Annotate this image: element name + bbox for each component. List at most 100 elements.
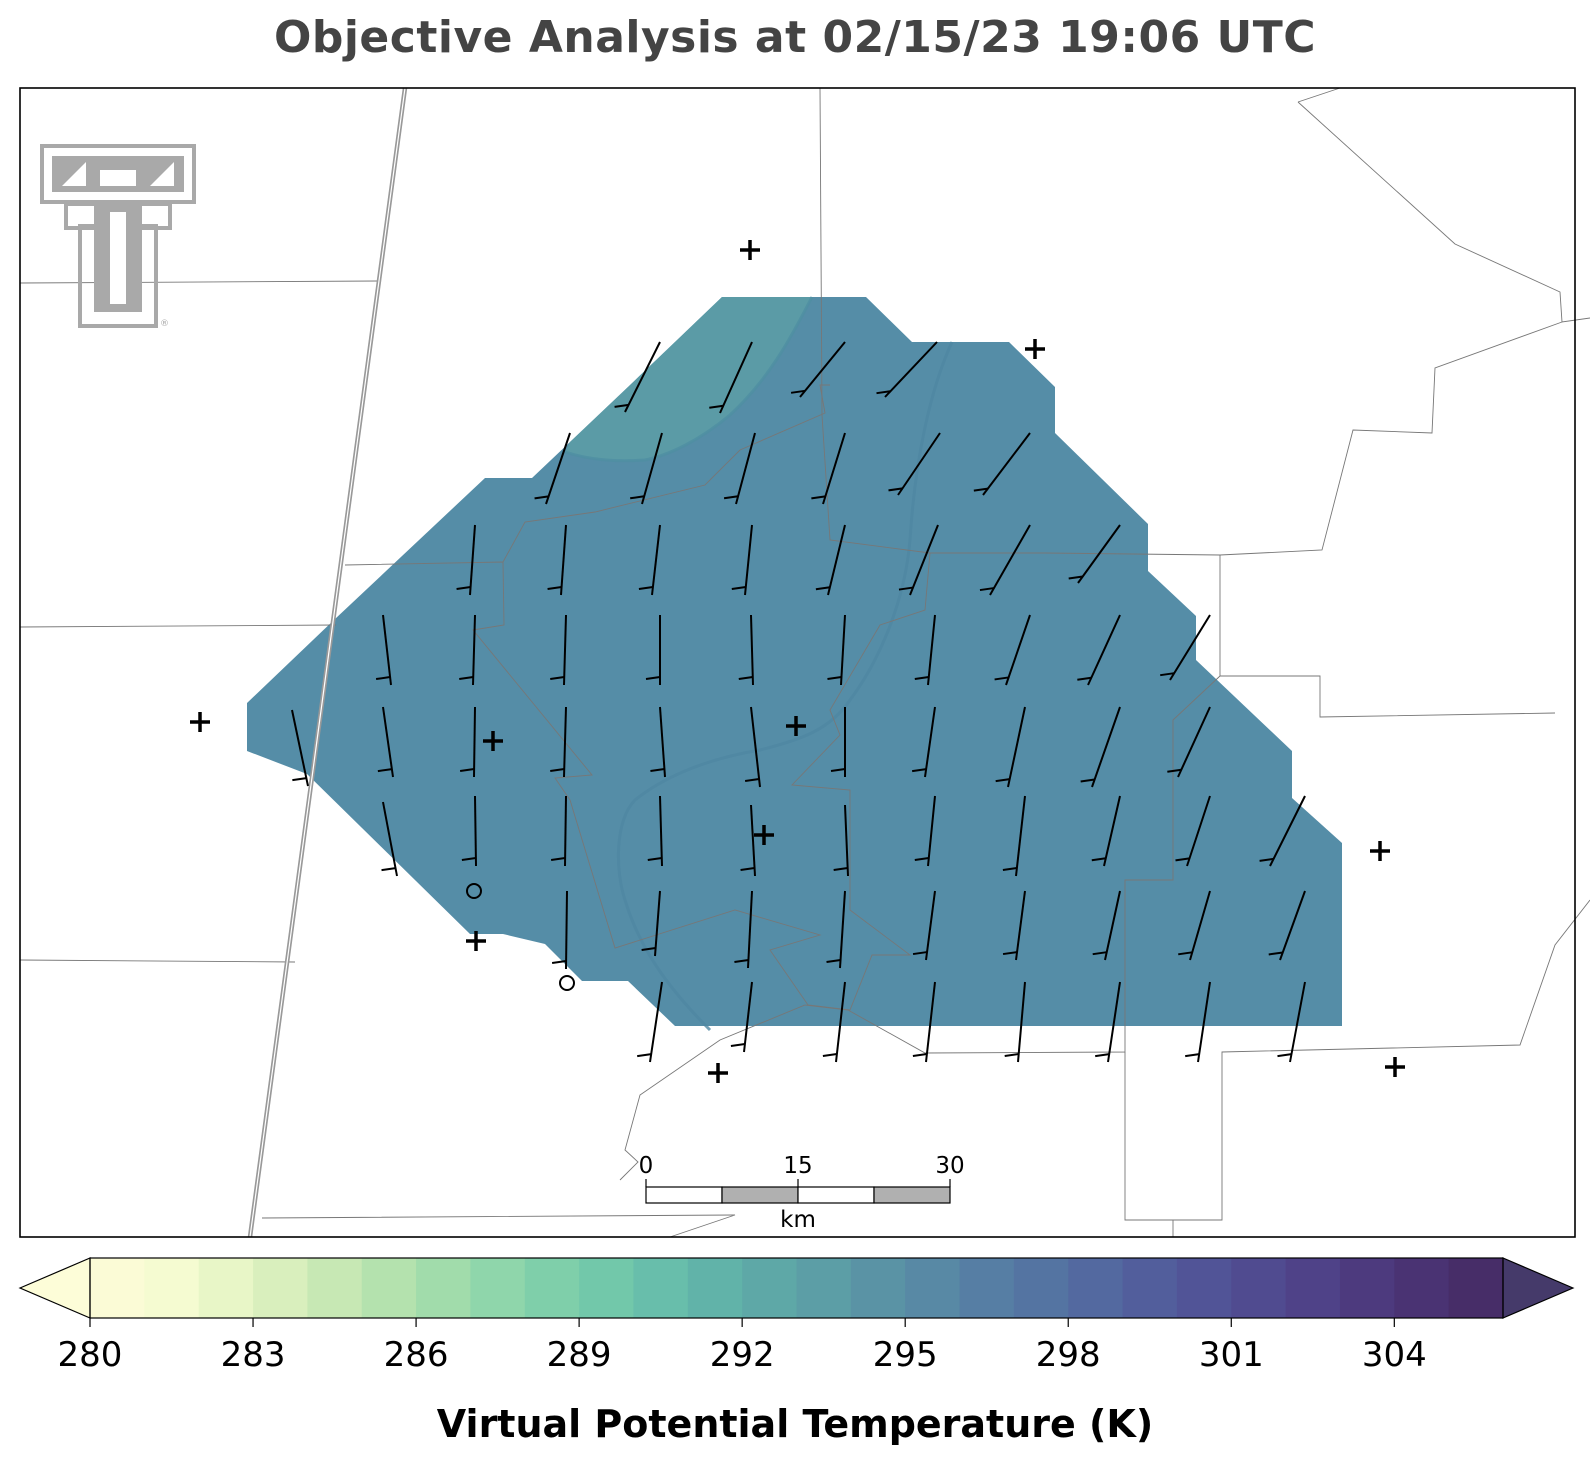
wind-barb [614,341,661,413]
wind-barb [459,614,476,686]
contour-line [617,341,954,1032]
wind-barb [811,432,846,505]
wind-barb [550,706,567,778]
station-markers [190,240,1405,1083]
wind-barb [547,524,567,596]
station-plus [466,931,486,951]
county-boundaries [19,87,1590,1238]
colorbar-cell [742,1258,798,1318]
colorbar-cell [90,1258,145,1318]
station-plus [483,731,503,751]
tt-logo: ® [40,144,196,329]
wind-barb [912,981,936,1063]
scale-label-30: 30 [935,1153,964,1179]
wind-barbs [291,341,1306,1063]
colorbar-tick-label: 283 [221,1335,286,1375]
station-circle [466,883,482,899]
wind-barb [1175,795,1211,867]
wind-barb [1077,614,1121,686]
state-line [247,87,408,1238]
wind-barb [381,801,398,877]
wind-barb [833,804,849,877]
wind-barb [912,890,936,961]
wind-barb [740,804,756,877]
wind-barb [1185,981,1211,1063]
wind-barb [826,890,846,969]
colorbar-cell [796,1258,852,1318]
wind-barb [744,706,761,788]
colorbar-cell [1122,1258,1178,1318]
wind-barb [456,524,476,596]
analysis-contour-fill [247,296,1342,1032]
colorbar-cell [1394,1258,1450,1318]
wind-barb [1092,890,1121,961]
analysis-fill-northwest [565,297,812,461]
scale-label-0: 0 [639,1153,654,1179]
wind-barb [822,981,846,1063]
colorbar-cell [905,1258,961,1318]
wind-barb [1167,706,1211,778]
wind-barb [734,890,753,969]
wind-barb [638,524,661,596]
svg-text:®: ® [160,319,169,329]
colorbar-cell [579,1258,635,1318]
wind-barb [647,795,663,867]
colorbar-tick-label: 295 [873,1335,938,1375]
wind-barb [1004,981,1026,1063]
station-plus [740,240,760,260]
wind-barb [1080,706,1121,788]
station-plus [1025,339,1045,359]
wind-barb [551,890,568,970]
wind-barb [550,614,567,686]
colorbar-cell [850,1258,906,1318]
station-plus [1370,841,1390,861]
wind-barb [723,432,756,505]
station-plus [754,825,774,845]
colorbar-label: Virtual Potential Temperature (K) [436,1402,1154,1446]
colorbar-cell [470,1258,526,1318]
colorbar-tick-label: 304 [1362,1335,1427,1375]
scale-unit: km [780,1207,816,1233]
scale-bar: 0 15 30 km [639,1153,965,1233]
colorbar-tick-label: 280 [58,1335,123,1375]
wind-barb [291,709,309,787]
wind-barb [911,706,936,778]
wind-barb [645,615,661,685]
wind-barb [630,432,663,505]
colorbar-cell [1448,1258,1504,1318]
wind-barb [973,432,1031,496]
station-plus [1385,1057,1405,1077]
wind-barb [1178,890,1211,961]
wind-barb [1160,614,1211,681]
colorbar-cell [1068,1258,1124,1318]
wind-barb [790,341,846,398]
wind-barb [888,432,941,496]
wind-barb [876,341,938,398]
wind-barb [1095,981,1121,1063]
colorbar-under-arrow [18,1257,91,1319]
wind-barb [738,614,754,686]
wind-barb [898,524,939,596]
wind-barb [731,524,753,596]
wind-barb [461,795,477,867]
station-plus [708,1063,728,1083]
colorbar-cell [524,1258,580,1318]
station-plus [786,716,806,736]
wind-barb [641,890,661,957]
colorbar-tick-label: 286 [384,1335,449,1375]
wind-barb [1268,890,1306,961]
wind-barb [375,614,392,686]
colorbar: 280 283 286 289 292 295 298 301 304 [18,1257,1575,1375]
colorbar-cell [1231,1258,1287,1318]
colorbar-cell [198,1258,254,1318]
wind-barb [1277,981,1306,1063]
wind-barb [1068,524,1121,584]
wind-barb [995,706,1026,788]
contour-line [564,296,814,463]
colorbar-cell [1013,1258,1069,1318]
colorbar-cell [416,1258,472,1318]
colorbar-tick-label: 289 [547,1335,612,1375]
colorbar-cell [144,1258,200,1318]
colorbar-tick-label: 301 [1199,1335,1264,1375]
wind-barb [914,795,936,867]
